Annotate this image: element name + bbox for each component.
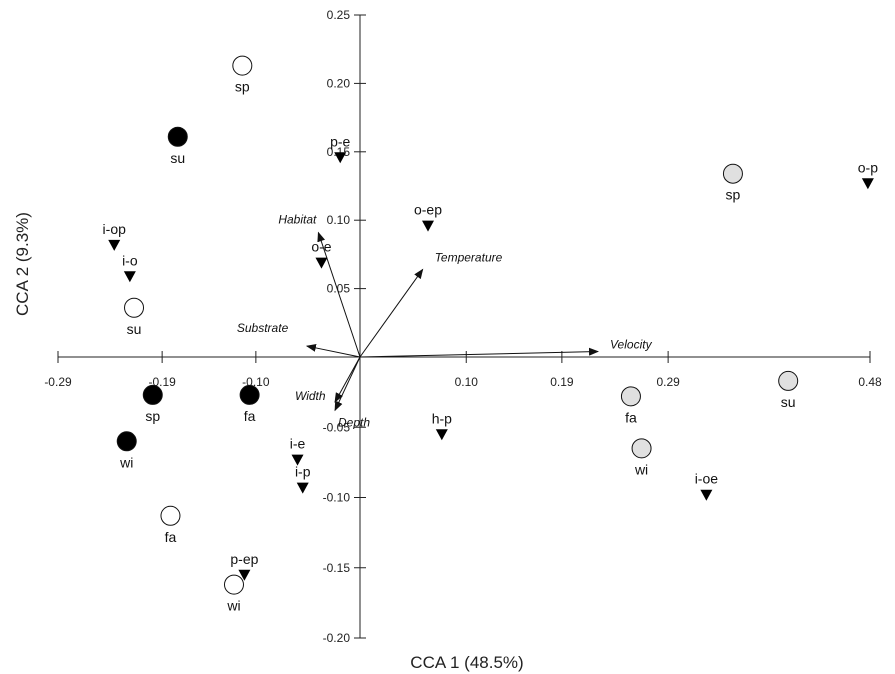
vector-arrow [360, 269, 423, 357]
vector-label: Substrate [237, 321, 289, 335]
site-marker [125, 298, 144, 317]
site-label: fa [244, 408, 256, 424]
x-tick-label: 0.29 [656, 375, 680, 389]
taxon-label: i-p [295, 464, 311, 480]
axes: -0.29 -0.19 -0.10 0.10 0.19 0.29 0.48 0.250.20… [44, 8, 882, 645]
taxon-label: i-op [103, 221, 127, 237]
y-tick-label: -0.15 [323, 561, 351, 575]
y-tick-label: 0.10 [327, 213, 351, 227]
taxon-marker [315, 258, 327, 269]
y-tick-label: -0.20 [323, 631, 351, 645]
taxon-label: p-ep [230, 551, 258, 567]
site-marker [240, 385, 259, 404]
site-marker [168, 127, 187, 146]
site-label: wi [634, 461, 648, 477]
vector-arrow [335, 357, 360, 410]
site-label: su [781, 394, 796, 410]
site-label: fa [165, 529, 177, 545]
x-tick-label: 0.19 [550, 375, 574, 389]
y-tick-label: -0.10 [323, 491, 351, 505]
site-label: fa [625, 409, 637, 425]
site-label: sp [726, 187, 741, 203]
taxon-marker [700, 490, 712, 501]
taxon-label: i-e [290, 436, 306, 452]
site-label: wi [226, 598, 240, 614]
vector-label: Temperature [435, 250, 503, 264]
vector-label: Velocity [610, 338, 653, 352]
x-tick-label: -0.29 [44, 375, 72, 389]
taxon-marker [108, 240, 120, 251]
site-label: su [127, 321, 142, 337]
site-marker [224, 575, 243, 594]
site-label: sp [235, 79, 250, 95]
site-marker [117, 432, 136, 451]
site-marker [723, 164, 742, 183]
site-marker [161, 506, 180, 525]
taxon-label: o-p [858, 159, 878, 175]
taxon-marker [297, 483, 309, 494]
site-marker [779, 371, 798, 390]
environment-vectors: Habitat Temperature Substrate Velocity Width… [237, 213, 653, 430]
site-marker [233, 56, 252, 75]
taxon-label: i-oe [695, 471, 719, 487]
taxon-label: o-ep [414, 202, 442, 218]
site-marker [621, 387, 640, 406]
taxon-marker [862, 178, 874, 189]
vector-arrow [307, 346, 360, 357]
site-marker [632, 439, 651, 458]
vector-label: Habitat [278, 213, 317, 227]
y-axis-ticks: 0.250.200.150.100.05-0.05-0.10-0.15-0.20 [323, 8, 366, 645]
taxon-label: i-o [122, 252, 138, 268]
data-points: su sp fa wi sp su fa wi sp fa wi su p-e o-p o-ep i-op i-… [103, 56, 879, 613]
site-label: sp [145, 408, 160, 424]
y-axis-title: CCA 2 (9.3%) [13, 212, 32, 316]
vector-label: Width [295, 389, 326, 403]
taxon-marker [422, 221, 434, 232]
y-tick-label: 0.25 [327, 8, 351, 22]
taxon-label: o-e [311, 239, 331, 255]
site-label: wi [119, 454, 133, 470]
site-label: su [170, 150, 185, 166]
taxon-label: p-e [330, 133, 350, 149]
taxon-label: h-p [432, 410, 452, 426]
x-tick-label: 0.48 [858, 375, 882, 389]
vector-label: Depth [338, 415, 370, 429]
vector-arrow [335, 357, 360, 402]
site-marker [143, 385, 162, 404]
y-tick-label: 0.20 [327, 76, 351, 90]
taxon-marker [436, 429, 448, 440]
x-tick-label: 0.10 [455, 375, 479, 389]
taxon-marker [124, 271, 136, 282]
x-axis-title: CCA 1 (48.5%) [410, 653, 523, 672]
